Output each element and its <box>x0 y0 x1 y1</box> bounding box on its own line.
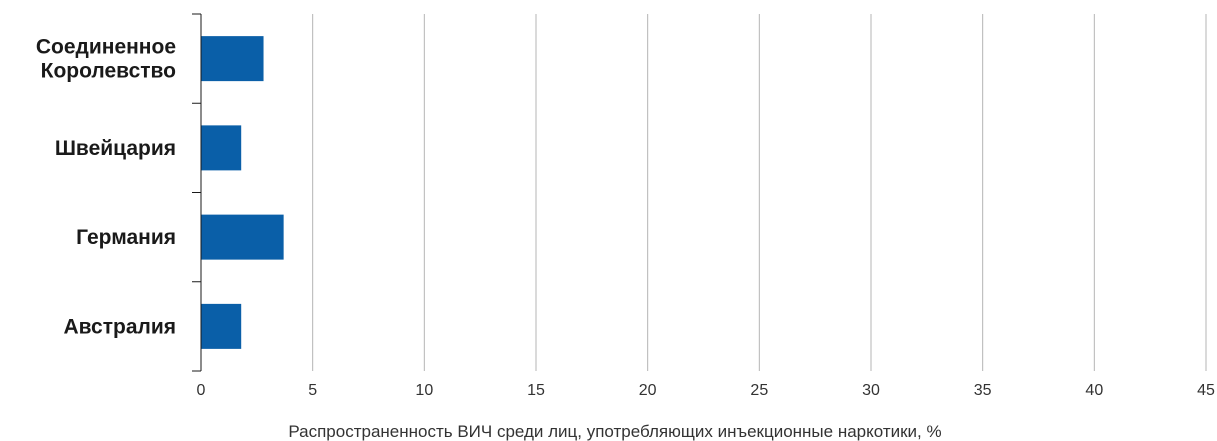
x-tick-label: 15 <box>527 382 545 399</box>
x-tick-label: 40 <box>1085 382 1103 399</box>
grid-lines <box>312 14 1207 371</box>
x-tick-labels: 0 5 10 15 20 25 30 35 40 45 <box>197 382 1215 399</box>
category-label: Австралия <box>63 315 176 338</box>
x-tick-label: 10 <box>415 382 433 399</box>
bar-0 <box>201 36 264 82</box>
x-tick-label: 30 <box>862 382 880 399</box>
x-tick-label: 0 <box>197 382 206 399</box>
bar-2 <box>201 214 284 260</box>
x-tick-label: 35 <box>974 382 992 399</box>
category-label-line: Королевство <box>41 60 176 83</box>
category-label: Швейцария <box>55 137 176 160</box>
x-tick-label: 25 <box>750 382 768 399</box>
category-label-line: Австралия <box>63 315 176 338</box>
category-label-line: Соединенное <box>36 36 176 59</box>
x-tick-label: 5 <box>308 382 317 399</box>
axes <box>192 13 202 372</box>
category-label-line: Германия <box>76 226 176 249</box>
category-label: Германия <box>76 226 176 249</box>
x-tick-label: 20 <box>639 382 657 399</box>
bars <box>201 36 284 349</box>
category-labels: Соединенное Королевство Швейцария Германия А… <box>36 36 176 339</box>
category-label-line: Швейцария <box>55 137 176 160</box>
x-axis-title: Распространенность ВИЧ среди лиц, употре… <box>288 422 941 441</box>
x-tick-label: 45 <box>1197 382 1215 399</box>
bar-1 <box>201 125 242 171</box>
category-label: Соединенное Королевство <box>36 36 176 83</box>
bar-3 <box>201 303 242 349</box>
